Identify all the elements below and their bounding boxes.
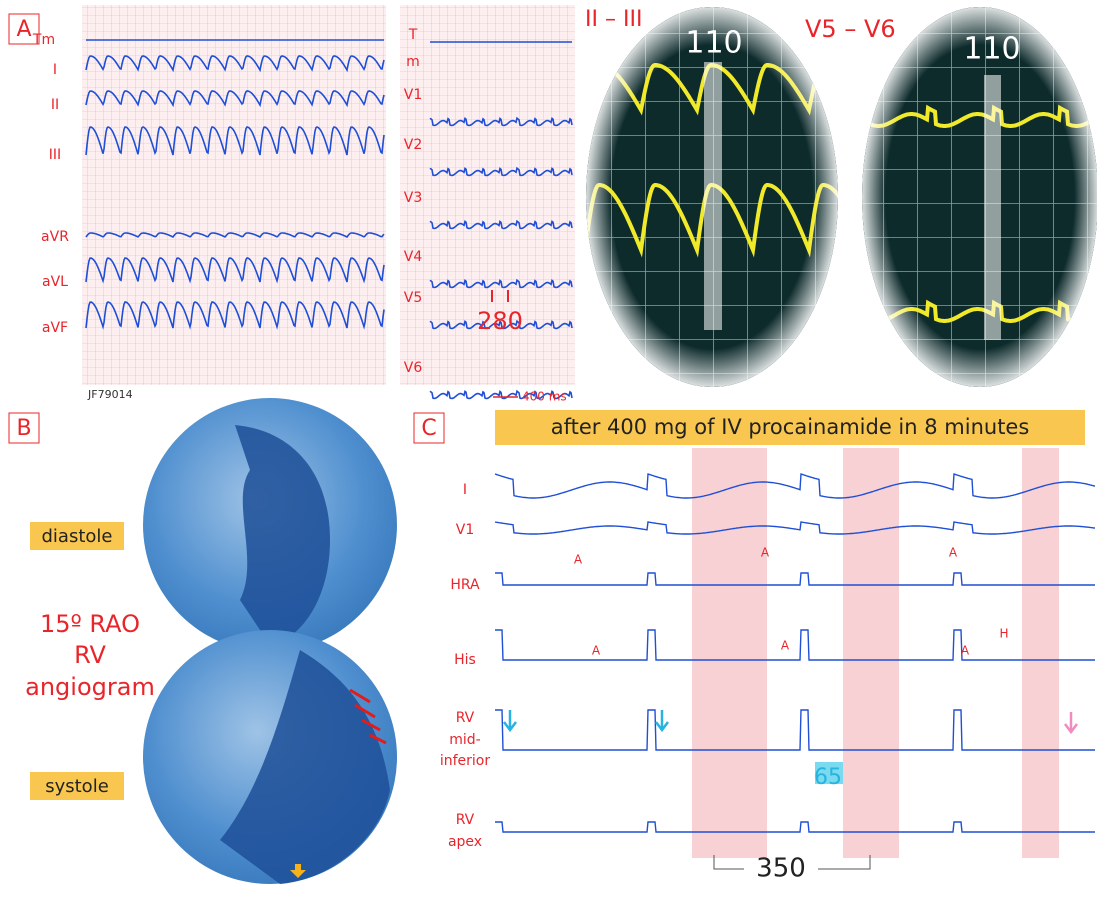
highlight-band xyxy=(1022,448,1059,858)
channel-label: HRA xyxy=(450,577,480,593)
lead-label: III xyxy=(49,147,61,163)
panel-label: B xyxy=(16,416,31,441)
lead-label: V3 xyxy=(404,190,422,206)
marker-label: A xyxy=(781,639,790,653)
marker-label: A xyxy=(949,546,958,560)
marker-label: A xyxy=(574,553,583,567)
zoom-interval: 110 xyxy=(963,32,1020,67)
trace xyxy=(429,319,573,330)
interval-label: 280 xyxy=(477,307,523,335)
trace xyxy=(85,257,385,284)
channel-label: mid- xyxy=(449,732,480,748)
arrow xyxy=(1064,712,1078,735)
interval-caliper xyxy=(491,290,509,302)
lead-label: T xyxy=(408,27,418,43)
channel-label: V1 xyxy=(456,522,474,538)
marker-label: A xyxy=(761,546,770,560)
rv-shadow xyxy=(235,425,330,645)
panel-label: C xyxy=(421,416,436,441)
marker-label: A xyxy=(961,644,970,658)
zoom-interval: 110 xyxy=(685,26,742,61)
phase-label: diastole xyxy=(42,526,113,547)
trace xyxy=(429,166,573,177)
channel-label: RV xyxy=(456,812,475,828)
trace xyxy=(494,521,1096,535)
panel-label-box xyxy=(8,412,40,444)
panel-label-box xyxy=(8,13,40,45)
lead-label: V4 xyxy=(404,249,423,265)
channel-label: RV xyxy=(456,710,475,726)
label-box xyxy=(30,522,124,550)
highlight-band xyxy=(692,448,767,858)
channel-label: apex xyxy=(448,834,482,850)
marker-label: H xyxy=(999,627,1008,641)
interval-box xyxy=(815,762,843,784)
caption-line: 15º RAO xyxy=(40,610,140,638)
trace xyxy=(495,629,1095,661)
lead-label: V1 xyxy=(404,87,422,103)
strip-code: JF79014 xyxy=(87,388,133,401)
trace xyxy=(85,90,385,108)
lead-label: aVF xyxy=(42,320,68,336)
channel-label: I xyxy=(463,482,467,498)
trace xyxy=(85,232,385,239)
trace xyxy=(429,278,573,289)
lead-label: aVL xyxy=(42,274,68,290)
panel-label-box xyxy=(413,412,445,444)
lead-label: V2 xyxy=(404,137,422,153)
channel-label: inferior xyxy=(440,753,491,769)
phase-label: systole xyxy=(45,776,109,797)
marker-label: A xyxy=(592,644,601,658)
lead-label: V5 xyxy=(404,290,422,306)
panel-label: A xyxy=(16,17,31,42)
lead-label: m xyxy=(406,54,420,70)
trace xyxy=(495,572,1095,586)
ecg-strip xyxy=(400,5,575,385)
trace xyxy=(85,126,385,156)
channel-label: His xyxy=(454,652,476,668)
caption-line: angiogram xyxy=(25,673,155,701)
banner-text: after 400 mg of IV procainamide in 8 min… xyxy=(551,415,1030,439)
rv-shadow xyxy=(220,650,390,884)
zoom-title: II – III xyxy=(585,7,642,32)
scale-label: 400 ms xyxy=(522,390,567,404)
highlight-band xyxy=(843,448,899,858)
arrows xyxy=(503,710,669,733)
caption-line: RV xyxy=(74,641,106,669)
trace xyxy=(494,473,1096,499)
trace xyxy=(495,709,1095,751)
lead-label: aVR xyxy=(41,229,69,245)
trace xyxy=(429,219,573,230)
lead-label: I xyxy=(53,62,57,78)
arrow xyxy=(290,864,306,878)
trace xyxy=(85,55,385,73)
arrows xyxy=(349,688,387,745)
trace xyxy=(429,116,573,127)
interval-label: 65 xyxy=(814,765,842,790)
trace xyxy=(495,821,1095,833)
lead-label: V6 xyxy=(404,360,423,376)
zoom-title: V5 – V6 xyxy=(805,15,896,43)
trace xyxy=(429,389,573,400)
lead-label: Tm xyxy=(32,32,55,48)
banner xyxy=(495,410,1085,445)
ecg-strip xyxy=(82,5,386,385)
label-box xyxy=(30,772,124,800)
trace xyxy=(85,301,385,330)
bracket xyxy=(713,855,871,870)
interval-label: 350 xyxy=(756,854,806,884)
lead-label: II xyxy=(51,97,59,113)
